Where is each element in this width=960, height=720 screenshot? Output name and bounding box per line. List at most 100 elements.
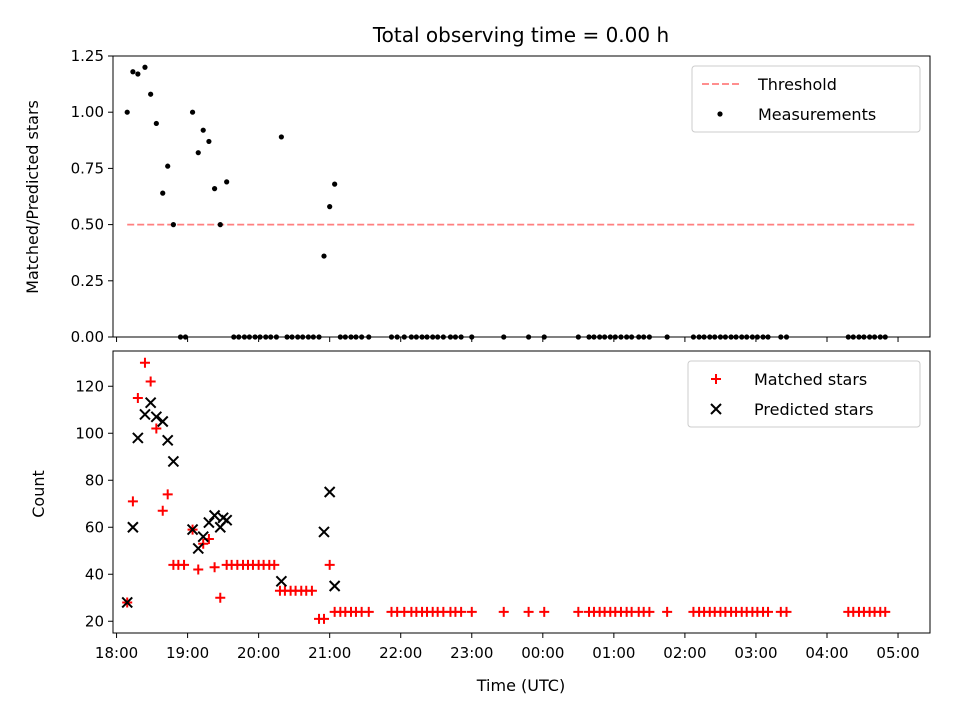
measurements-point [211,186,218,192]
measurements-point [165,163,171,169]
bottom-y-tick-label: 40 [85,565,104,583]
predicted-stars-point [220,514,233,526]
top-axes: 0.00 0.25 0.50 0.75 1.00 1.25 Threshold Measure… [71,47,931,346]
bottom-y-tick-label: 80 [85,471,104,489]
matched-stars-point [127,496,138,507]
matched-stars-point [157,505,168,516]
bottom-axes-frame [112,350,931,634]
matched-stars-point [644,606,655,617]
predicted-stars-point [318,526,330,538]
top-y-tick-label: 0.25 [71,272,104,290]
matched-stars-point [162,489,173,500]
bottom-x-tick-label: 21:00 [308,644,351,662]
measurements-point [278,134,284,140]
measurements-point [224,179,230,185]
matched-stars-point [498,606,509,617]
matched-stars-point [215,592,226,603]
measurements-point [124,109,130,115]
matched-stars-point [269,559,280,570]
measurements-point [200,127,206,133]
predicted-stars-legend-label: Predicted stars [754,400,874,419]
predicted-stars-point [150,411,163,423]
predicted-stars-point [186,523,199,536]
measurements-point [153,120,159,127]
top-y-tick-label: 1.25 [71,47,104,65]
measurements-point [148,91,154,97]
bottom-x-tick-label: 01:00 [592,644,635,662]
predicted-stars-point [139,408,151,421]
top-y-tick-label: 0.75 [71,159,104,177]
bottom-y-tick-label: 120 [75,377,104,395]
matched-stars-point [324,559,335,570]
predicted-stars-point [161,434,174,447]
measurements-point [195,150,201,156]
matched-stars-point [193,564,204,575]
matched-stars-point [306,585,317,596]
measurements-point [332,181,338,187]
measurements-legend-handle [717,111,723,117]
predicted-stars-point [323,486,336,498]
bottom-x-tick-label: 05:00 [876,644,919,662]
matched-stars-point [363,606,374,617]
matched-stars-point [179,559,190,570]
measurements-point [130,69,136,75]
matched-stars-point [209,562,220,573]
bottom-y-tick-label: 20 [85,612,104,630]
matched-stars-point [318,613,329,624]
bottom-legend-box [687,360,921,428]
matched-stars-point [139,357,150,368]
predicted-stars-point [167,455,180,468]
predicted-stars-point [192,542,204,555]
measurements-legend-label: Measurements [758,105,876,124]
top-y-tick-label: 0.00 [71,328,104,346]
predicted-stars-point [121,596,133,609]
matched-stars-point [781,606,792,617]
predicted-stars-legend-handle [710,403,722,415]
top-y-tick-label: 0.50 [71,216,104,234]
matched-stars-point [539,606,550,617]
predicted-stars-point [127,521,139,533]
bottom-x-tick-label: 22:00 [379,644,422,662]
predicted-stars-point [157,415,169,428]
top-legend-box [691,65,921,133]
measurements-point [135,71,141,77]
measurements-point [206,138,212,145]
bottom-x-tick-label: 19:00 [166,644,209,662]
predicted-stars-point [208,509,221,522]
bottom-x-tick-label: 03:00 [734,644,777,662]
bottom-x-tick-label: 23:00 [450,644,493,662]
measurements-point [142,64,148,70]
measurements-point [189,109,196,115]
bottom-x-tick-label: 00:00 [521,644,564,662]
matched-stars-point [573,606,584,617]
bottom-legend: Matched stars Predicted stars [687,360,921,428]
bottom-axes: 20 40 60 80 100 120 18:00 19:00 20:00 21:00 22:00 2… [75,350,931,662]
measurements-point [170,222,176,228]
matched-stars-point [456,606,467,617]
bottom-y-tick-label: 100 [75,424,104,442]
matched-stars-legend-handle [711,374,721,384]
predicted-stars-point [197,530,209,543]
bottom-x-tick-label: 04:00 [805,644,848,662]
measurements-point [217,222,223,228]
top-legend: Threshold Measurements [691,65,921,133]
predicted-stars-point [275,575,288,588]
measurements-point [327,204,333,210]
predicted-stars-point [132,432,144,444]
chart-title: Total observing time = 0.00 h [372,23,669,47]
matched-stars-point [151,423,162,434]
bottom-x-tick-label: 20:00 [237,644,280,662]
matched-stars-point [662,606,673,617]
measurements-point [321,253,327,259]
bottom-x-tick-label: 02:00 [663,644,706,662]
top-y-axis-label: Matched/Predicted stars [23,100,42,294]
predicted-stars-point [328,580,341,592]
matched-stars-point [880,606,891,617]
bottom-x-axis-label: Time (UTC) [476,676,565,695]
matched-stars-point [145,376,156,387]
matched-stars-point [763,606,774,617]
bottom-y-axis-label: Count [29,470,48,518]
bottom-y-tick-label: 60 [85,518,104,536]
bottom-x-tick-label: 18:00 [95,644,138,662]
